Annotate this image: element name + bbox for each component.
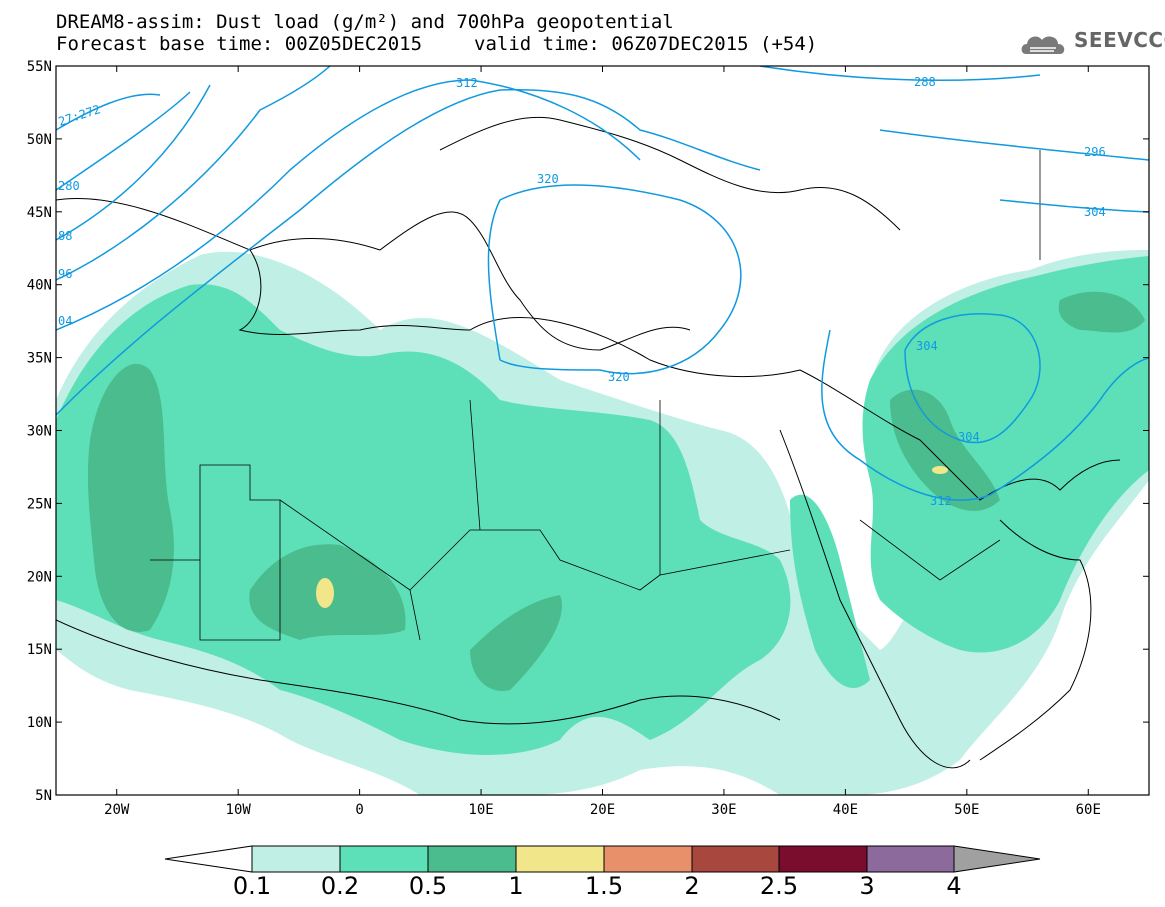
map-title: DREAM8-assim: Dust load (g/m²) and 700hP… (56, 11, 674, 33)
colorbar-label: 2 (684, 872, 700, 900)
geopotential-contours (56, 66, 1149, 501)
contour-label: 320 (537, 172, 559, 186)
colorbar-swatch (251, 845, 341, 873)
lon-tick-label: 30E (711, 802, 736, 818)
contour-label: 88 (58, 229, 72, 243)
lat-tick-label: 40N (27, 278, 52, 294)
country-borders (150, 150, 1041, 641)
lat-tick-label: 55N (27, 59, 52, 75)
valid-time: valid time: 06Z07DEC2015 (+54) (474, 33, 818, 55)
dust-max-area-sahara (316, 578, 334, 608)
colorbar-swatch (603, 845, 693, 873)
contour-label: 320 (608, 370, 630, 384)
colorbar-label: 2.5 (759, 872, 799, 900)
lat-tick-label: 5N (35, 788, 52, 804)
lon-tick-label: 10E (468, 802, 493, 818)
colorbar (164, 845, 1041, 873)
colorbar-label: 1.5 (584, 872, 624, 900)
lon-tick-label: 60E (1076, 802, 1101, 818)
contour-label: 304 (958, 430, 980, 444)
forecast-base-time: Forecast base time: 00Z05DEC2015 (56, 33, 423, 55)
contour-label: 304 (1084, 205, 1106, 219)
colorbar-swatch (515, 845, 605, 873)
longitude-axis: 20W 10W 0 10E 20E 30E 40E 50E 60E (104, 66, 1101, 818)
lon-tick-label: 40E (833, 802, 858, 818)
lon-tick-label: 50E (954, 802, 979, 818)
colorbar-swatch (339, 845, 429, 873)
lat-tick-label: 35N (27, 351, 52, 367)
lon-tick-label: 0 (355, 802, 363, 818)
lat-tick-label: 30N (27, 424, 52, 440)
colorbar-label: 1 (508, 872, 524, 900)
contour-label: 296 (1084, 145, 1106, 159)
colorbar-label: 0.1 (232, 872, 272, 900)
lat-tick-label: 20N (27, 569, 52, 585)
colorbar-label: 0.5 (408, 872, 448, 900)
lat-tick-label: 25N (27, 496, 52, 512)
lon-tick-label: 20W (104, 802, 130, 818)
lat-tick-label: 15N (27, 642, 52, 658)
colorbar-label: 0.2 (320, 872, 360, 900)
lat-tick-label: 50N (27, 132, 52, 148)
colorbar-arrow-left (164, 845, 253, 873)
contour-label: 280 (58, 179, 80, 193)
cloud-icon (1021, 36, 1065, 54)
contour-label: 04 (58, 314, 72, 328)
contour-label: 312 (456, 76, 478, 90)
lat-tick-label: 45N (27, 205, 52, 221)
latitude-axis: 55N 50N 45N 40N 35N 30N 25N 20N 15N 10N 5N (27, 59, 1149, 804)
colorbar-arrow-right (953, 845, 1041, 873)
lat-tick-label: 10N (27, 715, 52, 731)
time-info: Forecast base time: 00Z05DEC2015 valid ti… (56, 33, 817, 55)
contour-label: 312 (930, 494, 952, 508)
coastlines (56, 116, 1121, 769)
dust-max-area-arabia (932, 466, 948, 474)
contour-label: 288 (914, 75, 936, 89)
colorbar-swatch (866, 845, 955, 873)
logo-text: SEEVCCC (1074, 28, 1165, 52)
dust-shading (56, 250, 1149, 795)
contour-label: 96 (58, 267, 72, 281)
lon-tick-label: 20E (590, 802, 615, 818)
lon-tick-label: 10W (226, 802, 252, 818)
colorbar-swatch (778, 845, 868, 873)
colorbar-swatch (427, 845, 517, 873)
contour-label: 304 (916, 339, 938, 353)
colorbar-label: 3 (859, 872, 875, 900)
colorbar-swatch (691, 845, 780, 873)
colorbar-label: 4 (946, 872, 962, 900)
